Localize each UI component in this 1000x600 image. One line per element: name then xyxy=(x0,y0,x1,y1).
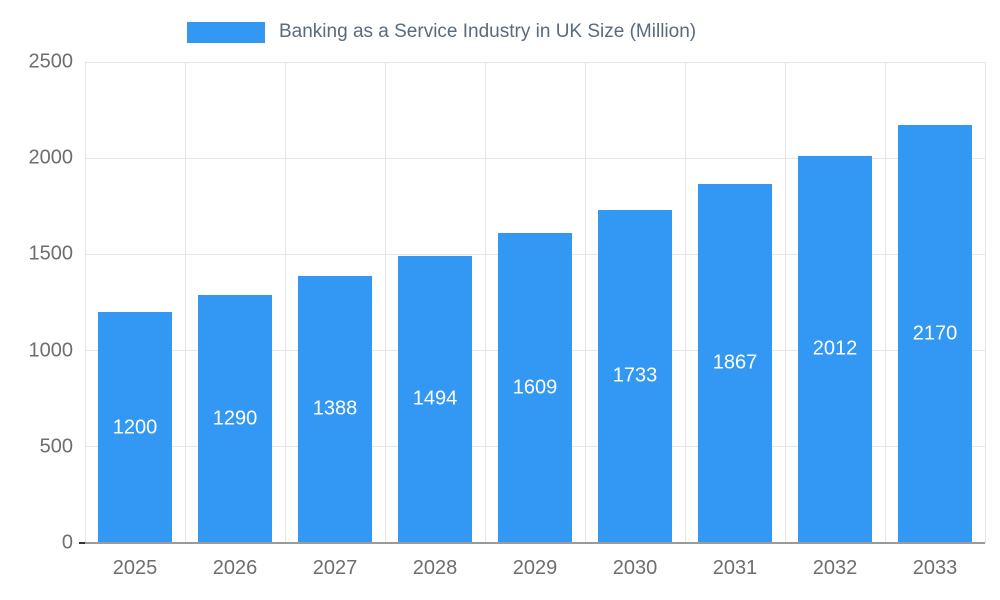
vertical-gridline xyxy=(184,62,186,543)
vertical-gridline xyxy=(884,62,886,543)
bar-value-label: 1200 xyxy=(112,416,158,439)
x-axis-tick-label: 2033 xyxy=(912,557,958,579)
vertical-gridline xyxy=(284,62,286,543)
bar[interactable] xyxy=(298,275,372,543)
x-axis-tick-label: 2025 xyxy=(112,557,158,579)
bar-value-label: 2012 xyxy=(812,337,858,360)
bar-value-label: 2170 xyxy=(912,322,958,345)
bar[interactable] xyxy=(98,312,172,543)
bar[interactable] xyxy=(398,255,472,543)
x-axis-tick-label: 2031 xyxy=(712,557,758,579)
y-axis-tick-label: 500 xyxy=(39,435,73,458)
x-axis-tick-label: 2030 xyxy=(612,557,658,579)
x-axis-line xyxy=(85,542,985,544)
bar-value-label: 1733 xyxy=(612,364,658,387)
bar-value-label: 1494 xyxy=(412,387,458,410)
bar[interactable] xyxy=(598,209,672,543)
bar-value-label: 1867 xyxy=(712,351,758,374)
horizontal-gridline xyxy=(85,61,985,63)
vertical-gridline xyxy=(84,62,86,543)
y-axis-tick-label: 2500 xyxy=(28,50,74,73)
vertical-gridline xyxy=(984,62,986,543)
bar[interactable] xyxy=(898,125,972,543)
vertical-gridline xyxy=(784,62,786,543)
y-axis-tick-label: 1000 xyxy=(28,339,74,362)
x-axis-tick-label: 2027 xyxy=(312,557,358,579)
vertical-gridline xyxy=(584,62,586,543)
legend-swatch xyxy=(187,21,265,43)
x-axis-tick-label: 2032 xyxy=(812,557,858,579)
bar[interactable] xyxy=(498,233,572,543)
bar[interactable] xyxy=(198,294,272,543)
x-axis-tick-label: 2026 xyxy=(212,557,258,579)
bar[interactable] xyxy=(698,183,772,543)
chart-legend: Banking as a Service Industry in UK Size… xyxy=(187,18,696,46)
horizontal-gridline xyxy=(85,157,985,159)
bar-value-label: 1290 xyxy=(212,407,258,430)
y-axis-tick-label: 0 xyxy=(61,531,73,554)
y-axis-tick-label: 2000 xyxy=(28,146,74,169)
vertical-gridline xyxy=(384,62,386,543)
vertical-gridline xyxy=(484,62,486,543)
y-axis-tick-label: 1500 xyxy=(28,242,74,265)
bar-value-label: 1609 xyxy=(512,376,558,399)
zero-tick-mark xyxy=(79,542,85,544)
bar-value-label: 1388 xyxy=(312,397,358,420)
x-axis-tick-label: 2028 xyxy=(412,557,458,579)
vertical-gridline xyxy=(684,62,686,543)
bar[interactable] xyxy=(798,155,872,543)
chart-title: Banking as a Service Industry in UK Size… xyxy=(279,21,697,42)
x-axis-tick-label: 2029 xyxy=(512,557,558,579)
